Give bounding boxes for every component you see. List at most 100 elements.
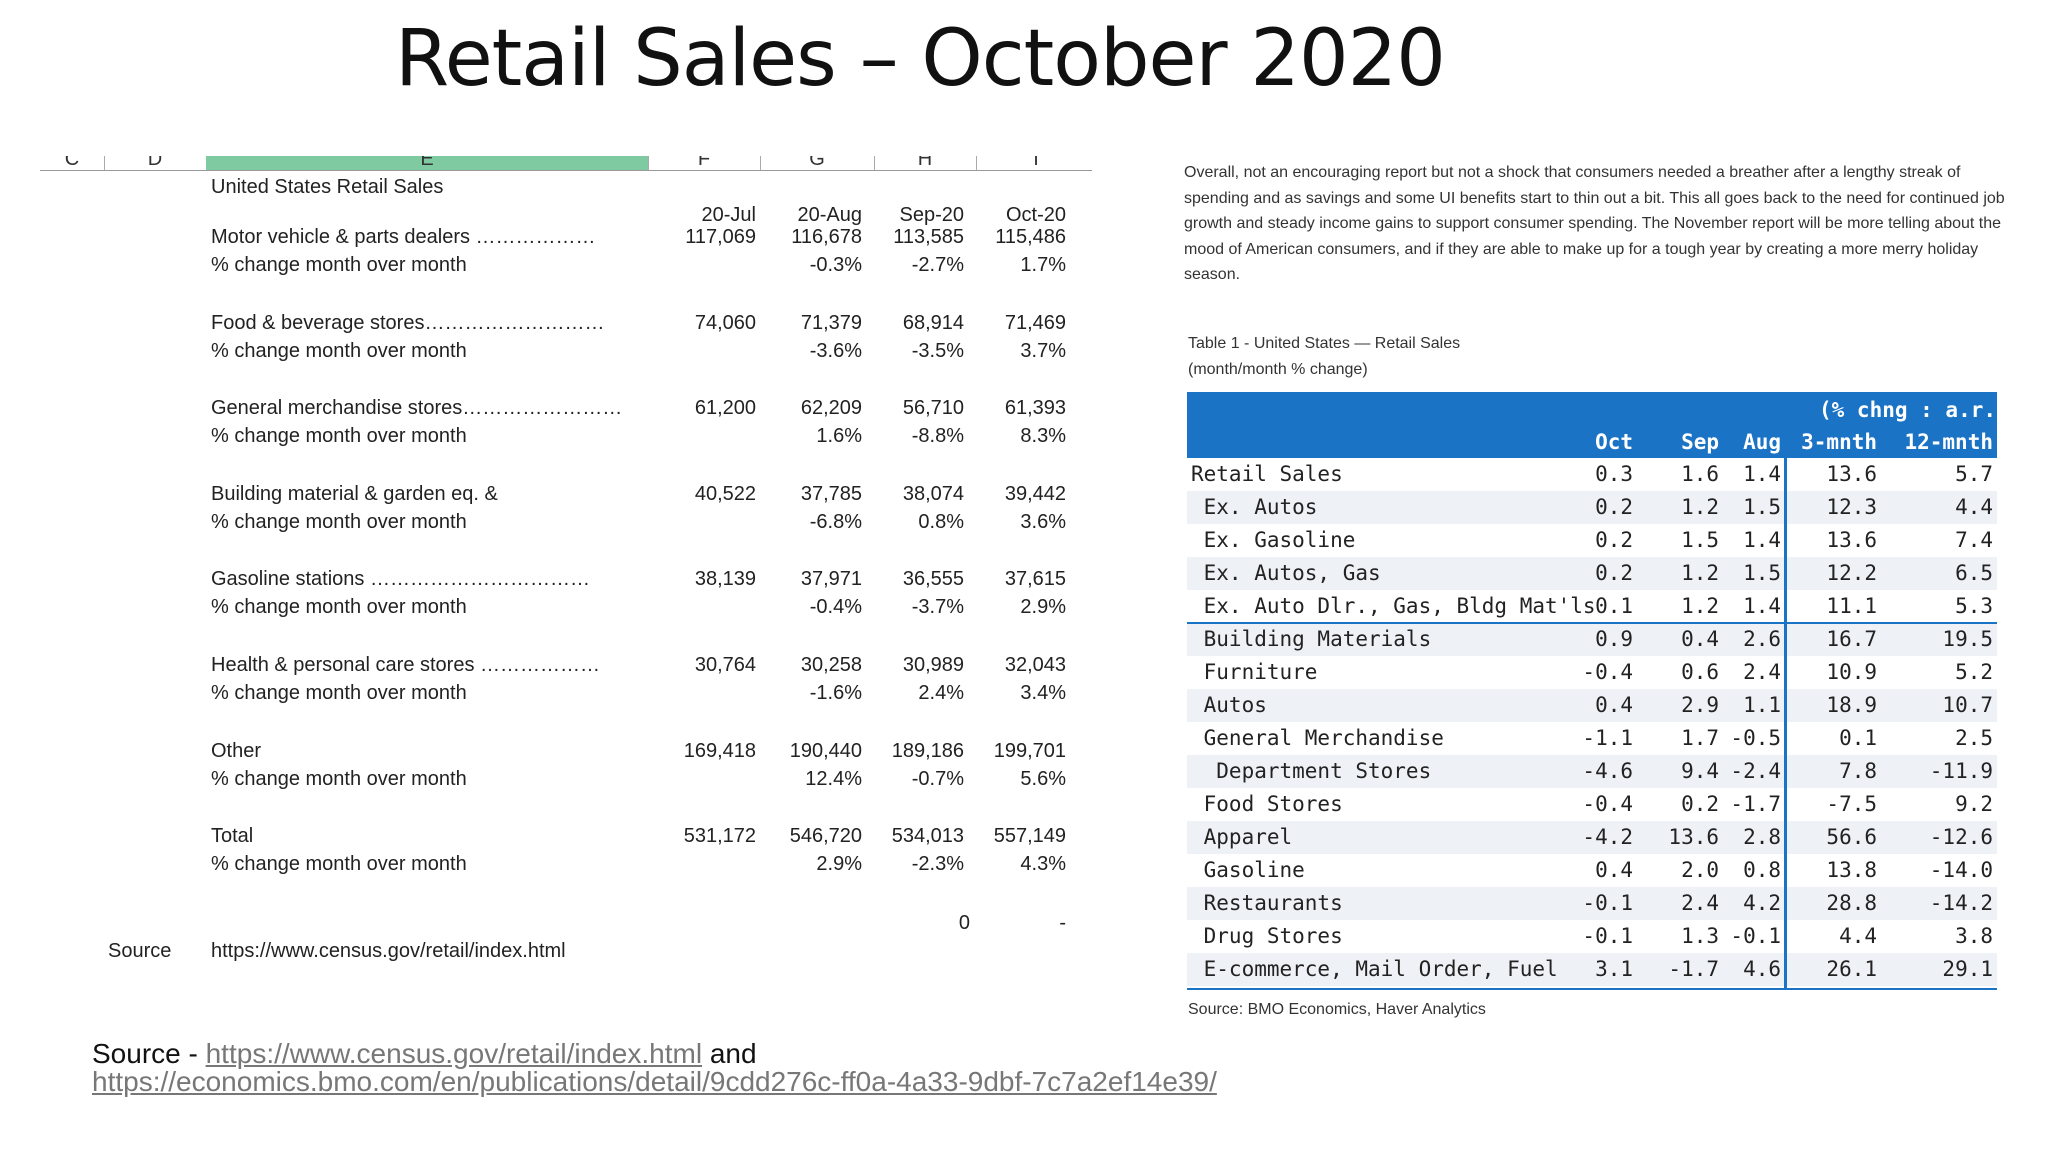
pct-change-value: 3.7%: [1020, 339, 1066, 362]
cell-value: 2.9: [1681, 693, 1719, 717]
table-row: General Merchandise -1.1 1.7 -0.5 0.1 2.5: [1187, 722, 1997, 755]
cell-value: 0.1: [1839, 726, 1877, 750]
cell-value: 16.7: [1826, 627, 1877, 651]
cell-value: -0.4: [1582, 792, 1633, 816]
cell-value: 3.8: [1955, 924, 1993, 948]
census-link[interactable]: https://www.census.gov/retail/index.html: [205, 1038, 703, 1069]
cell-value: 5.3: [1955, 594, 1993, 618]
col-header-12mnth: 12-mnth: [1904, 430, 1993, 454]
sales-value: 68,914: [902, 311, 964, 334]
table-row: Apparel -4.2 13.6 2.8 56.6 -12.6: [1187, 821, 1997, 854]
pct-change-label: % change month over month: [211, 596, 467, 619]
row-label: Food Stores: [1191, 792, 1343, 816]
sales-value: 32,043: [1004, 654, 1066, 676]
pct-change-value: -0.3%: [809, 254, 862, 276]
pct-change-value: 5.6%: [1020, 767, 1066, 790]
cell-value: 0.6: [1681, 660, 1719, 684]
row-label: Gasoline: [1191, 858, 1305, 882]
row-label: Ex. Gasoline: [1191, 528, 1356, 552]
sales-value: 531,172: [683, 825, 756, 848]
column-header-h[interactable]: H: [874, 156, 977, 170]
table-row: Building Materials 0.9 0.4 2.6 16.7 19.5: [1187, 623, 1997, 656]
column-header-i[interactable]: I: [976, 156, 1092, 170]
col-header-oct: Oct: [1595, 430, 1633, 454]
cell-value: 13.6: [1826, 528, 1877, 552]
cell-value: 2.5: [1955, 726, 1993, 750]
row-label: Ex. Auto Dlr., Gas, Bldg Mat'ls: [1191, 594, 1596, 618]
sales-value: 169,418: [683, 739, 756, 762]
table-bottom-border: [1187, 988, 1997, 990]
cell-value: 0.8: [1743, 858, 1781, 882]
cell-value: 12.3: [1826, 495, 1877, 519]
cell-value: 26.1: [1826, 957, 1877, 981]
cell-value: 1.4: [1743, 594, 1781, 618]
cell-value: 2.4: [1743, 660, 1781, 684]
cell-value: 1.7: [1681, 726, 1719, 750]
pct-change-value: 3.6%: [1020, 510, 1066, 533]
column-header-g[interactable]: G: [760, 156, 875, 170]
cell-value: 0.2: [1595, 561, 1633, 585]
sales-value: 62,209: [800, 397, 862, 420]
category-label: Building material & garden eq. &: [211, 482, 498, 505]
column-header-f[interactable]: F: [648, 156, 761, 170]
category-label: Food & beverage stores………………………: [211, 311, 605, 334]
sales-value: 38,074: [902, 482, 964, 505]
cell-value: 1.2: [1681, 495, 1719, 519]
table-row: Ex. Auto Dlr., Gas, Bldg Mat'ls 0.1 1.2 1.4…: [1187, 590, 1997, 623]
category-label: General merchandise stores……………………: [211, 397, 623, 420]
cell-value: 1.2: [1681, 561, 1719, 585]
cell-value: 1.3: [1681, 924, 1719, 948]
cell-value: 0.9: [1595, 627, 1633, 651]
column-header-d[interactable]: D: [104, 156, 207, 170]
pct-change-value: -2.7%: [911, 254, 964, 276]
cell-value: 1.4: [1743, 462, 1781, 486]
table-row: Retail Sales 0.3 1.6 1.4 13.6 5.7: [1187, 458, 1997, 491]
pct-change-label: % change month over month: [211, 339, 467, 362]
pct-change-value: -3.5%: [911, 339, 964, 362]
sales-value: 190,440: [789, 739, 862, 762]
footer-prefix: Source -: [92, 1038, 206, 1069]
sales-value: 115,486: [995, 226, 1066, 248]
sales-value: 37,785: [800, 482, 862, 505]
category-label: Motor vehicle & parts dealers ………………: [211, 226, 596, 248]
row-label: General Merchandise: [1191, 726, 1444, 750]
pct-change-value: -8.8%: [911, 425, 964, 448]
cell-value: 4.4: [1955, 495, 1993, 519]
cell-value: 0.4: [1681, 627, 1719, 651]
sales-value: 30,764: [694, 654, 756, 676]
cell-value: 13.6: [1826, 462, 1877, 486]
cell-value: 1.1: [1743, 693, 1781, 717]
cell-value: 1.5: [1743, 495, 1781, 519]
col-header-aug: Aug: [1743, 430, 1781, 454]
col-header-sep: Sep: [1681, 430, 1719, 454]
bmo-link[interactable]: https://economics.bmo.com/en/publication…: [92, 1066, 1217, 1097]
cell-value: 10.7: [1942, 693, 1993, 717]
footer-and: and: [702, 1038, 757, 1069]
cell-value: -4.2: [1582, 825, 1633, 849]
pct-change-value: -6.8%: [809, 510, 862, 533]
sales-value: 37,971: [800, 568, 862, 591]
cell-value: 1.6: [1681, 462, 1719, 486]
pct-change-value: -0.7%: [911, 767, 964, 790]
cell-value: -1.1: [1582, 726, 1633, 750]
cell-value: 29.1: [1942, 957, 1993, 981]
period-header: 20-Jul: [701, 204, 756, 226]
cell-value: -1.7: [1668, 957, 1719, 981]
column-header-c[interactable]: C: [40, 156, 105, 170]
pct-change-value: -1.6%: [809, 682, 862, 704]
pct-change-value: -0.4%: [809, 596, 862, 619]
row-label: Ex. Autos: [1191, 495, 1318, 519]
sales-value: 71,379: [800, 311, 862, 334]
cell-value: 9.4: [1681, 759, 1719, 783]
column-header-e[interactable]: E: [206, 156, 649, 170]
sheet-heading: United States Retail Sales: [211, 176, 444, 198]
pct-change-value: 2.9%: [1020, 596, 1066, 619]
extra-value: -: [1059, 912, 1066, 934]
bmo-table-caption: Table 1 - United States — Retail Sales (…: [1188, 331, 1460, 382]
pct-change-value: -2.3%: [911, 853, 964, 876]
pct-change-label: % change month over month: [211, 425, 467, 448]
table-row: Food Stores -0.4 0.2 -1.7 -7.5 9.2: [1187, 788, 1997, 821]
pct-change-label: % change month over month: [211, 510, 467, 533]
sales-value: 557,149: [993, 825, 1066, 848]
table-row: Gasoline 0.4 2.0 0.8 13.8 -14.0: [1187, 854, 1997, 887]
